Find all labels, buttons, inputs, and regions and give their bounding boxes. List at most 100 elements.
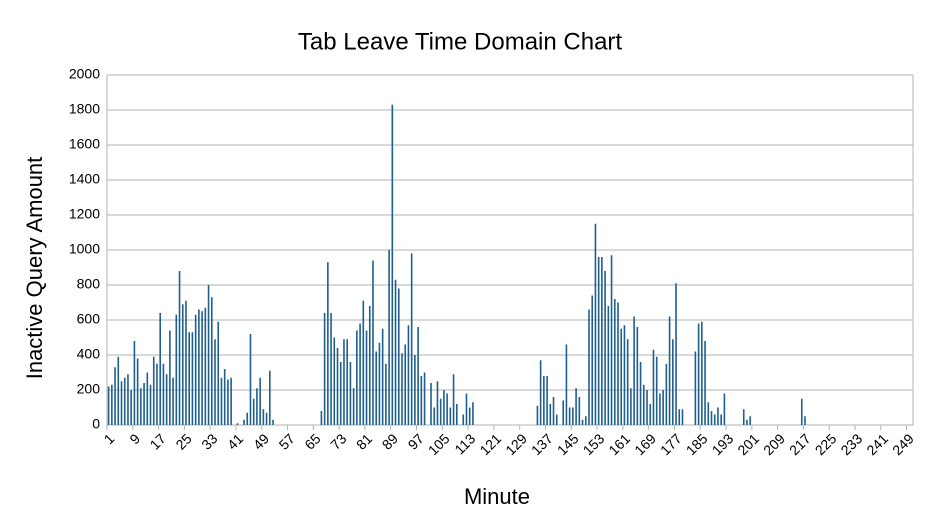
bar [620, 328, 623, 425]
bar [265, 412, 268, 425]
bar [223, 369, 226, 425]
y-tick-label: 0 [92, 416, 100, 432]
bar [546, 376, 548, 425]
bar [610, 255, 613, 425]
bar [543, 376, 545, 425]
bar [320, 411, 323, 425]
bar [449, 407, 452, 425]
chart-title: Tab Leave Time Domain Chart [298, 28, 622, 55]
bar [720, 414, 722, 425]
bar [749, 416, 751, 425]
bar [327, 262, 329, 425]
bar [655, 356, 658, 425]
bar [217, 321, 220, 425]
bar [143, 383, 145, 425]
bar [368, 306, 371, 425]
bar [156, 363, 158, 425]
bar [659, 393, 661, 425]
bar [468, 407, 471, 425]
bar [362, 300, 365, 425]
bar [391, 104, 394, 425]
bar [262, 409, 265, 425]
bar [565, 344, 568, 425]
bar [800, 398, 803, 425]
bar [568, 407, 571, 425]
bar [604, 271, 606, 425]
bar [452, 374, 455, 425]
bar [349, 362, 352, 425]
bar [133, 341, 136, 425]
bar [575, 388, 577, 425]
bar [630, 388, 632, 425]
bar [417, 327, 419, 425]
bar [804, 416, 806, 425]
bar [433, 407, 436, 425]
bar [210, 297, 213, 425]
plot-border [106, 74, 914, 426]
bar [636, 327, 639, 425]
bar [646, 390, 648, 425]
bar [462, 414, 465, 425]
bar [394, 279, 397, 425]
y-tick-label: 1600 [69, 136, 100, 152]
bar [162, 363, 165, 425]
bar [149, 384, 152, 425]
bar [346, 339, 348, 425]
bar [243, 419, 245, 425]
y-tick-label: 800 [77, 276, 101, 292]
bar [562, 400, 564, 425]
bar [336, 348, 339, 425]
bar [552, 397, 555, 425]
bar [633, 316, 635, 425]
bar [578, 397, 581, 425]
bar [717, 407, 719, 425]
bar [713, 414, 716, 425]
bar [272, 419, 274, 425]
bar [539, 360, 542, 425]
y-tick-label: 1200 [69, 206, 100, 222]
y-axis-label: Inactive Query Amount [22, 157, 47, 380]
bar [672, 339, 674, 425]
bar [665, 363, 668, 425]
bar [359, 323, 361, 425]
bar [742, 409, 745, 425]
bar [662, 390, 664, 425]
bar [169, 330, 171, 425]
bar [249, 334, 252, 425]
bar [613, 299, 616, 425]
bar [707, 402, 710, 425]
bar [439, 398, 442, 425]
bar [588, 309, 590, 425]
bar [140, 388, 142, 425]
bar [694, 351, 697, 425]
bar [710, 411, 713, 425]
bar [172, 377, 174, 425]
bar [649, 404, 652, 425]
bar [401, 353, 403, 425]
bar [430, 383, 432, 425]
bar [330, 313, 332, 425]
y-tick-label: 2000 [69, 66, 100, 82]
y-tick-label: 1400 [69, 171, 100, 187]
bar [607, 306, 610, 425]
bar [269, 370, 271, 425]
bar [117, 356, 120, 425]
bar [136, 358, 139, 425]
bar [352, 388, 355, 425]
bar [410, 253, 413, 425]
bar [675, 283, 677, 425]
bar [159, 313, 161, 425]
bar [246, 412, 249, 425]
bar [201, 311, 203, 425]
bar [120, 381, 123, 425]
bar [194, 314, 197, 425]
bar [404, 344, 407, 425]
bar [623, 325, 626, 425]
bar [230, 377, 232, 425]
bar [181, 304, 184, 425]
bar [204, 307, 207, 425]
bar [697, 323, 700, 425]
bar [414, 355, 416, 425]
bar [372, 260, 374, 425]
bar [356, 330, 358, 425]
